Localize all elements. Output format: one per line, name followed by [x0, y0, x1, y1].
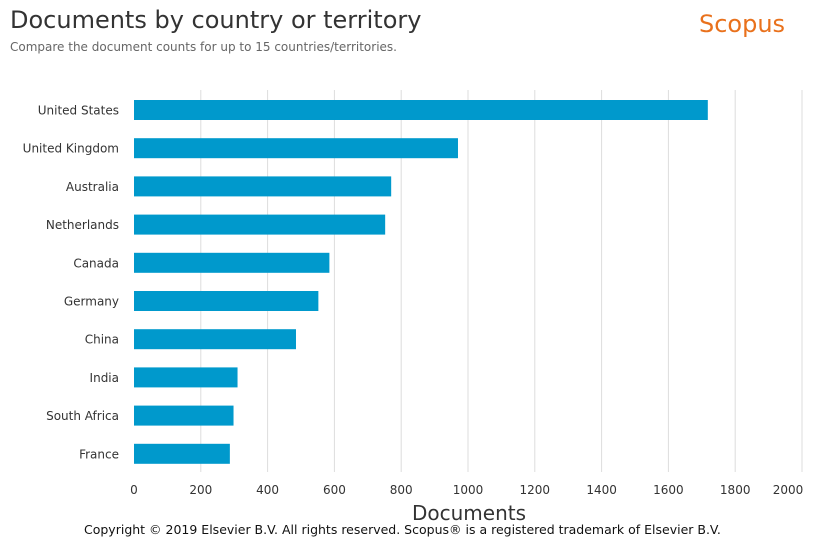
- category-label: Germany: [64, 295, 119, 309]
- bar[interactable]: [134, 214, 386, 235]
- category-label: China: [85, 333, 119, 347]
- x-tick-label: 0: [130, 483, 138, 497]
- x-tick-label: 1000: [453, 483, 484, 497]
- bar[interactable]: [134, 100, 708, 120]
- category-label: South Africa: [46, 409, 119, 423]
- bar[interactable]: [134, 176, 392, 197]
- x-tick-label: 2000: [773, 483, 804, 497]
- x-tick-label: 1200: [520, 483, 551, 497]
- x-tick-labels: 0 200 400 600 800 1000 1200 1400 1600 1800 2000: [130, 483, 803, 497]
- x-tick-label: 400: [256, 483, 279, 497]
- category-label: United Kingdom: [23, 142, 119, 156]
- bar[interactable]: [134, 405, 234, 426]
- x-tick-label: 200: [189, 483, 212, 497]
- bar[interactable]: [134, 367, 238, 388]
- category-label: France: [79, 447, 119, 461]
- scopus-logo[interactable]: Scopus: [699, 10, 786, 38]
- bars: [134, 100, 708, 464]
- copyright-notice: Copyright © 2019 Elsevier B.V. All right…: [84, 522, 721, 537]
- chart-subtitle: Compare the document counts for up to 15…: [10, 40, 397, 54]
- bar[interactable]: [134, 252, 330, 273]
- category-label: India: [90, 371, 119, 385]
- category-label: Canada: [73, 256, 119, 270]
- x-tick-label: 800: [390, 483, 413, 497]
- x-tick-label: 1800: [720, 483, 751, 497]
- category-label: Australia: [66, 180, 119, 194]
- category-label: Netherlands: [46, 218, 119, 232]
- bar[interactable]: [134, 138, 458, 159]
- bar[interactable]: [134, 443, 230, 464]
- x-tick-label: 1600: [653, 483, 684, 497]
- x-axis-title: Documents: [412, 501, 527, 525]
- bar[interactable]: [134, 291, 319, 311]
- x-tick-label: 600: [323, 483, 346, 497]
- x-tick-label: 1400: [586, 483, 617, 497]
- bar[interactable]: [134, 329, 296, 350]
- category-labels: United States United Kingdom Australia Neth…: [23, 104, 119, 462]
- category-label: United States: [38, 104, 119, 118]
- chart-title: Documents by country or territory: [10, 6, 422, 34]
